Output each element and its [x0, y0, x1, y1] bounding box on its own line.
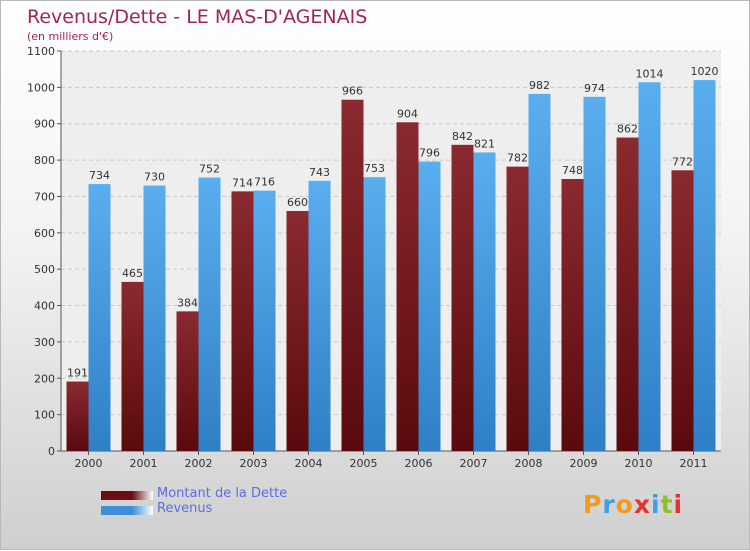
y-tick-label: 600	[34, 227, 55, 240]
bar-dette	[66, 381, 89, 451]
bar-revenus	[308, 180, 331, 451]
x-tick-label: 2000	[75, 457, 103, 470]
legend-label-revenus: Revenus	[157, 501, 213, 516]
data-label-dette: 191	[67, 367, 88, 380]
y-tick-label: 300	[34, 336, 55, 349]
y-tick-label: 700	[34, 190, 55, 203]
data-label-dette: 660	[287, 196, 308, 209]
x-tick-label: 2004	[295, 457, 323, 470]
data-label-dette: 966	[342, 85, 363, 98]
bar-revenus	[638, 82, 661, 451]
legend-swatch-dette	[101, 491, 153, 500]
plot-area	[61, 51, 721, 451]
x-tick-label: 2002	[185, 457, 213, 470]
data-label-revenus: 1020	[691, 65, 719, 78]
logo-letter: x	[633, 490, 651, 519]
bar-revenus	[693, 80, 716, 451]
chart-title: Revenus/Dette - LE MAS-D'AGENAIS	[27, 6, 368, 28]
x-tick-label: 2006	[405, 457, 433, 470]
bar-revenus	[253, 190, 276, 452]
data-label-revenus: 730	[144, 171, 165, 184]
bar-revenus	[418, 161, 441, 451]
logo-letter: P	[583, 490, 603, 519]
bar-revenus	[143, 185, 166, 451]
chart-subtitle: (en milliers d'€)	[27, 30, 114, 43]
data-label-revenus: 734	[89, 169, 110, 182]
bar-dette	[286, 211, 309, 451]
y-tick-label: 900	[34, 118, 55, 131]
x-tick-label: 2003	[240, 457, 268, 470]
bar-dette	[671, 170, 694, 452]
bar-dette	[451, 144, 474, 451]
y-tick-label: 1100	[27, 45, 55, 58]
bar-revenus	[88, 184, 111, 451]
bar-revenus	[198, 177, 221, 451]
x-tick-label: 2009	[570, 457, 598, 470]
data-label-revenus: 1014	[636, 67, 664, 80]
bar-dette	[561, 179, 584, 451]
data-label-revenus: 982	[529, 79, 550, 92]
logo-letter: i	[673, 490, 684, 519]
y-tick-label: 100	[34, 409, 55, 422]
data-label-dette: 748	[562, 164, 583, 177]
data-label-dette: 384	[177, 296, 198, 309]
data-label-dette: 904	[397, 107, 418, 120]
bar-dette	[176, 311, 199, 451]
data-label-dette: 714	[232, 176, 253, 189]
x-tick-label: 2007	[460, 457, 488, 470]
data-label-revenus: 716	[254, 176, 275, 189]
data-label-dette: 842	[452, 130, 473, 143]
data-label-dette: 782	[507, 152, 528, 165]
proxiti-logo: Proxiti	[583, 490, 683, 519]
x-tick-label: 2008	[515, 457, 543, 470]
data-label-dette: 862	[617, 123, 638, 136]
y-tick-label: 0	[48, 445, 55, 458]
logo-letter: r	[602, 490, 616, 519]
bar-revenus	[528, 93, 551, 451]
y-tick-label: 800	[34, 154, 55, 167]
data-label-revenus: 796	[419, 147, 440, 160]
logo-letter: t	[660, 490, 674, 519]
bar-revenus	[583, 96, 606, 452]
bar-dette	[341, 99, 364, 452]
x-tick-label: 2011	[680, 457, 708, 470]
logo-letter: i	[651, 490, 661, 519]
x-tick-label: 2010	[625, 457, 653, 470]
data-label-revenus: 753	[364, 162, 385, 175]
y-tick-label: 200	[34, 372, 55, 385]
bar-dette	[616, 137, 639, 451]
y-tick-label: 400	[34, 300, 55, 313]
data-label-dette: 772	[672, 155, 693, 168]
bar-dette	[396, 122, 419, 451]
legend-swatch-revenus	[101, 506, 153, 515]
bar-dette	[506, 166, 529, 452]
bar-dette	[231, 191, 254, 451]
bar-revenus	[473, 152, 496, 452]
data-label-revenus: 821	[474, 137, 495, 150]
y-tick-label: 1000	[27, 81, 55, 94]
data-label-revenus: 752	[199, 163, 220, 176]
data-label-dette: 465	[122, 267, 143, 280]
y-tick-label: 500	[34, 263, 55, 276]
legend-label-dette: Montant de la Dette	[157, 486, 288, 501]
logo-letter: o	[615, 490, 634, 519]
data-label-revenus: 974	[584, 82, 605, 95]
x-tick-label: 2001	[130, 457, 158, 470]
bar-dette	[121, 281, 144, 451]
bar-revenus	[363, 177, 386, 451]
x-tick-label: 2005	[350, 457, 378, 470]
data-label-revenus: 743	[309, 166, 330, 179]
